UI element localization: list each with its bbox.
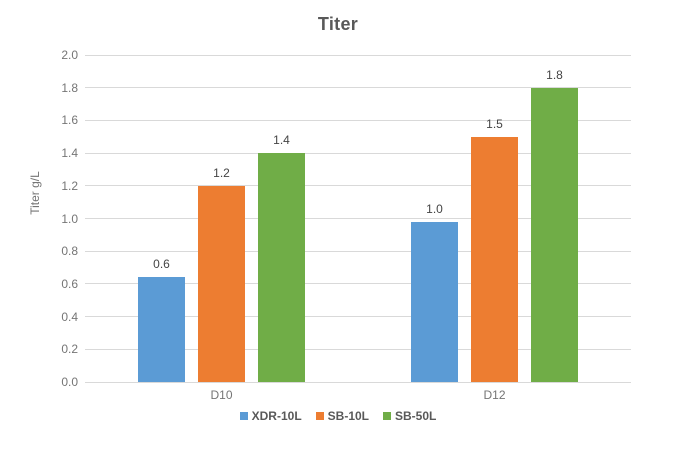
legend-label: SB-10L	[327, 409, 369, 423]
legend: XDR-10L SB-10L SB-50L	[0, 409, 676, 423]
y-tick-label: 1.0	[61, 211, 78, 226]
y-tick-label: 0.6	[61, 276, 78, 291]
gridline	[85, 152, 631, 154]
y-tick-label: 0.0	[61, 375, 78, 389]
gridline	[85, 119, 631, 121]
bar-SB-50L-D10	[258, 153, 305, 382]
x-category-label-D12: D12	[483, 388, 506, 402]
bar-XDR-10L-D12	[411, 221, 458, 382]
y-tick-label: 1.6	[61, 113, 78, 128]
x-category-label-D10: D10	[210, 388, 233, 402]
legend-item-SB-50L: SB-50L	[383, 409, 436, 423]
legend-label: SB-50L	[395, 409, 437, 423]
bar-SB-50L-D12	[531, 87, 578, 382]
legend-swatch-icon	[383, 412, 391, 420]
y-tick-label: 0.2	[61, 342, 78, 357]
data-label-SB-10L-D10: 1.2	[213, 165, 230, 180]
y-tick-label: 0.4	[61, 309, 78, 324]
gridline	[85, 54, 631, 56]
bar-XDR-10L-D10	[138, 277, 185, 382]
bar-SB-10L-D10	[198, 185, 245, 382]
gridline	[85, 185, 631, 187]
gridline	[85, 218, 631, 219]
y-tick-label: 1.2	[61, 178, 78, 193]
bar-SB-10L-D12	[471, 136, 518, 382]
legend-swatch-icon	[315, 412, 324, 420]
plot-area: 0.6 1.2 1.4 1.0 1.5 1.8	[85, 54, 631, 383]
y-tick-label: 1.8	[61, 80, 78, 95]
data-label-SB-10L-D12: 1.5	[486, 116, 503, 131]
gridline	[85, 316, 631, 318]
data-label-SB-50L-D12: 1.8	[546, 67, 563, 82]
gridline	[85, 283, 631, 285]
data-label-XDR-10L-D12: 1.0	[426, 201, 443, 216]
chart-title: Titer	[317, 14, 359, 34]
legend-item-SB-10L: SB-10L	[315, 409, 369, 423]
legend-label: XDR-10L	[251, 409, 302, 423]
gridline	[85, 348, 631, 350]
legend-item-XDR-10L: XDR-10L	[239, 409, 302, 423]
y-tick-label: 2.0	[61, 48, 78, 62]
data-label-SB-50L-D10: 1.4	[273, 133, 290, 148]
y-tick-label: 1.4	[61, 146, 78, 161]
legend-swatch-icon	[239, 412, 248, 420]
data-label-XDR-10L-D10: 0.6	[153, 257, 170, 272]
gridline	[85, 87, 631, 89]
y-tick-label: 0.8	[61, 244, 78, 259]
gridline	[85, 381, 631, 383]
gridline	[85, 250, 631, 252]
